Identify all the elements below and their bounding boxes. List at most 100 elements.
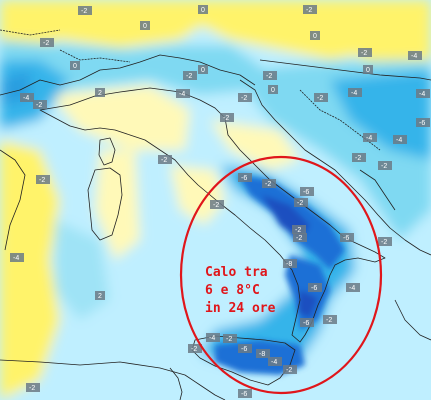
value-label-box: [363, 65, 373, 74]
value-label: -8: [256, 349, 270, 358]
value-label-box: [416, 118, 430, 127]
value-label: -2: [303, 5, 317, 14]
value-label: -4: [20, 93, 34, 102]
value-label-box: [140, 21, 150, 30]
value-label-box: [262, 179, 276, 188]
value-label: -4: [176, 89, 190, 98]
value-label: 0: [198, 65, 208, 74]
value-label: -2: [293, 233, 307, 242]
value-label-text: -2: [213, 202, 219, 209]
value-label-box: [408, 51, 422, 60]
value-label: -4: [363, 133, 377, 142]
value-label-box: [78, 6, 92, 15]
value-label-text: 0: [366, 67, 370, 74]
value-label-box: [183, 71, 197, 80]
value-label-box: [346, 283, 360, 292]
value-label-box: [158, 155, 172, 164]
value-label-box: [314, 93, 328, 102]
value-label-text: -6: [419, 120, 425, 127]
value-label-box: [188, 344, 202, 353]
value-label: -2: [262, 179, 276, 188]
value-label-box: [256, 349, 270, 358]
value-label: -2: [263, 71, 277, 80]
annotation-line-3: in 24 ore: [205, 301, 276, 316]
value-label-box: [40, 38, 54, 47]
value-label-box: [378, 237, 392, 246]
value-label: -2: [283, 365, 297, 374]
value-label-box: [70, 61, 80, 70]
value-label-box: [416, 89, 430, 98]
value-label-box: [220, 113, 234, 122]
value-label: -4: [348, 88, 362, 97]
value-label-text: -2: [266, 73, 272, 80]
value-label-text: -4: [13, 255, 19, 262]
value-label-text: 0: [271, 87, 275, 94]
value-label: -2: [358, 48, 372, 57]
value-label: -4: [268, 357, 282, 366]
value-label: 2: [95, 291, 105, 300]
value-label-text: -2: [161, 157, 167, 164]
value-label: 2: [95, 88, 105, 97]
value-label: -6: [300, 187, 314, 196]
value-label-box: [238, 389, 252, 398]
value-label: 0: [268, 85, 278, 94]
value-label-text: -6: [343, 235, 349, 242]
value-label: -2: [158, 155, 172, 164]
value-label-box: [268, 85, 278, 94]
value-label-box: [323, 315, 337, 324]
value-label-text: -2: [381, 163, 387, 170]
value-label-text: -2: [306, 7, 312, 14]
value-label-box: [10, 253, 24, 262]
value-label: -6: [416, 118, 430, 127]
value-label-text: -4: [366, 135, 372, 142]
value-label-box: [223, 334, 237, 343]
value-label-text: -2: [265, 181, 271, 188]
value-label-text: -4: [419, 91, 425, 98]
value-label: -4: [393, 135, 407, 144]
value-label: 0: [363, 65, 373, 74]
value-label-box: [294, 198, 308, 207]
value-label-text: -6: [303, 189, 309, 196]
value-label-text: -4: [349, 285, 355, 292]
value-label: -4: [416, 89, 430, 98]
value-label-text: -6: [241, 346, 247, 353]
annotation-line-1: Calo tra: [205, 265, 268, 280]
value-label-text: 0: [143, 23, 147, 30]
value-label-text: 2: [98, 90, 102, 97]
value-label-text: -2: [43, 40, 49, 47]
value-label: -2: [36, 175, 50, 184]
value-label-text: -2: [381, 239, 387, 246]
value-label-text: -6: [241, 391, 247, 398]
value-label: -2: [78, 6, 92, 15]
value-label: -2: [352, 153, 366, 162]
value-label-text: 0: [313, 33, 317, 40]
value-label-text: -6: [303, 320, 309, 327]
value-label: -2: [188, 344, 202, 353]
value-label: -2: [294, 198, 308, 207]
value-label-box: [308, 283, 322, 292]
value-label-box: [176, 89, 190, 98]
value-label-box: [210, 200, 224, 209]
value-labels: -2-20 -20-402-20-2-40-20-4-20-2-4-6-2-4-2…: [10, 5, 430, 398]
value-label-box: [303, 5, 317, 14]
value-label-box: [378, 161, 392, 170]
value-label-box: [33, 100, 47, 109]
value-label-box: [283, 259, 297, 268]
value-label-text: -8: [259, 351, 265, 358]
value-label-text: 2: [98, 293, 102, 300]
value-label-box: [352, 153, 366, 162]
value-label-text: -2: [81, 8, 87, 15]
value-label: -2: [26, 383, 40, 392]
value-label: -2: [40, 38, 54, 47]
value-label-text: 0: [73, 63, 77, 70]
value-label: 0: [70, 61, 80, 70]
value-label-box: [348, 88, 362, 97]
value-label: -6: [308, 283, 322, 292]
value-label-box: [293, 233, 307, 242]
value-label-box: [238, 173, 252, 182]
value-label: -2: [210, 200, 224, 209]
value-label-text: -2: [297, 200, 303, 207]
value-label: -2: [378, 237, 392, 246]
